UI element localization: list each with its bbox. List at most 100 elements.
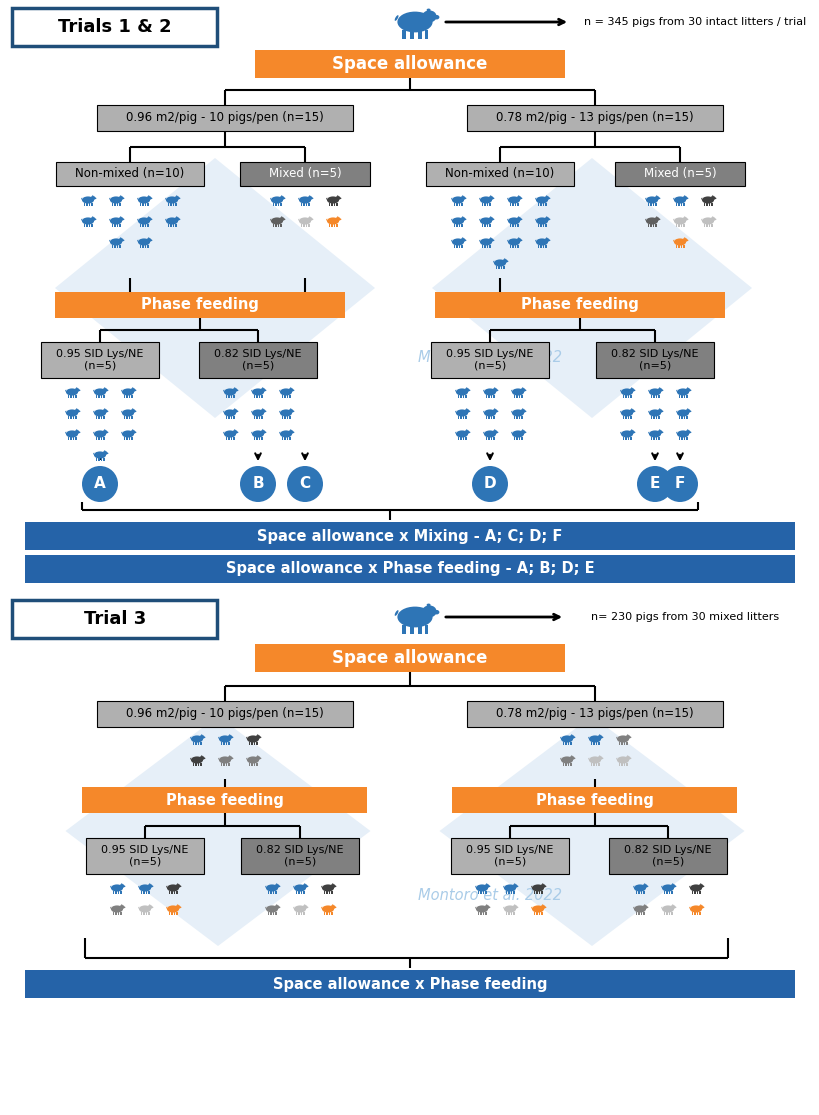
Bar xyxy=(96,395,97,398)
Ellipse shape xyxy=(464,430,468,434)
Ellipse shape xyxy=(265,905,278,912)
Ellipse shape xyxy=(278,410,280,413)
Ellipse shape xyxy=(426,603,430,607)
Text: Phase feeding: Phase feeding xyxy=(166,793,283,807)
Bar xyxy=(112,891,114,894)
Ellipse shape xyxy=(672,197,673,200)
Ellipse shape xyxy=(673,239,686,245)
Bar xyxy=(590,741,591,745)
Bar xyxy=(521,395,522,398)
Ellipse shape xyxy=(524,389,526,391)
Ellipse shape xyxy=(506,261,508,262)
Bar xyxy=(626,763,627,766)
Ellipse shape xyxy=(138,196,150,204)
Circle shape xyxy=(240,466,276,502)
Circle shape xyxy=(661,466,697,502)
Ellipse shape xyxy=(179,885,181,888)
Bar xyxy=(540,245,541,248)
Bar xyxy=(683,416,685,419)
Ellipse shape xyxy=(688,906,690,909)
Bar xyxy=(169,912,170,914)
Bar xyxy=(456,224,457,226)
Bar xyxy=(25,555,794,583)
Bar xyxy=(111,245,113,248)
Bar xyxy=(513,912,514,914)
Bar xyxy=(284,416,285,419)
Ellipse shape xyxy=(122,240,124,241)
Ellipse shape xyxy=(588,736,600,743)
Ellipse shape xyxy=(297,197,299,200)
Bar xyxy=(253,437,255,439)
Bar xyxy=(542,224,544,226)
Ellipse shape xyxy=(488,906,490,908)
Text: n= 230 pigs from 30 mixed litters: n= 230 pigs from 30 mixed litters xyxy=(590,612,778,622)
Ellipse shape xyxy=(66,409,78,417)
Ellipse shape xyxy=(460,237,465,242)
Ellipse shape xyxy=(685,409,690,414)
Bar xyxy=(114,245,115,248)
Bar xyxy=(129,437,130,439)
Ellipse shape xyxy=(422,10,436,22)
Bar xyxy=(512,224,513,226)
Bar xyxy=(653,437,654,439)
Ellipse shape xyxy=(482,389,484,391)
Bar xyxy=(434,292,724,318)
Bar xyxy=(303,912,304,914)
Bar xyxy=(117,224,118,226)
Ellipse shape xyxy=(165,219,166,221)
Ellipse shape xyxy=(339,197,341,200)
Bar xyxy=(456,203,457,206)
Ellipse shape xyxy=(455,409,468,417)
Bar xyxy=(694,912,695,914)
Bar xyxy=(663,891,664,894)
Ellipse shape xyxy=(625,735,630,739)
Ellipse shape xyxy=(488,196,493,200)
Ellipse shape xyxy=(335,196,340,200)
Bar xyxy=(140,891,142,894)
Bar xyxy=(418,626,421,633)
Text: Space allowance x Phase feeding: Space allowance x Phase feeding xyxy=(273,977,546,991)
Ellipse shape xyxy=(66,388,78,396)
Bar xyxy=(298,912,299,914)
Ellipse shape xyxy=(174,196,179,200)
Ellipse shape xyxy=(492,388,497,392)
Bar xyxy=(280,224,281,226)
Bar xyxy=(682,245,684,248)
Ellipse shape xyxy=(130,388,135,392)
Bar xyxy=(593,763,594,766)
Bar xyxy=(147,224,148,226)
Bar xyxy=(517,245,518,248)
Ellipse shape xyxy=(492,430,497,434)
Ellipse shape xyxy=(102,430,107,434)
Bar xyxy=(25,522,794,550)
Ellipse shape xyxy=(251,388,264,396)
Bar xyxy=(223,763,224,766)
Ellipse shape xyxy=(648,388,660,396)
Ellipse shape xyxy=(495,389,498,391)
Bar xyxy=(488,437,489,439)
Bar xyxy=(510,891,512,894)
Ellipse shape xyxy=(94,219,97,220)
Bar xyxy=(248,741,250,745)
Bar xyxy=(456,245,457,248)
Bar xyxy=(255,644,564,672)
Bar xyxy=(647,203,648,206)
Ellipse shape xyxy=(311,219,313,220)
Text: 0.82 SID Lys/NE
(n=5): 0.82 SID Lys/NE (n=5) xyxy=(623,845,711,866)
Bar xyxy=(328,912,330,914)
Ellipse shape xyxy=(81,219,82,221)
Bar xyxy=(275,891,276,894)
Ellipse shape xyxy=(138,884,151,892)
Ellipse shape xyxy=(532,884,543,892)
Ellipse shape xyxy=(334,885,336,888)
Ellipse shape xyxy=(492,240,494,241)
Bar xyxy=(273,891,274,894)
Ellipse shape xyxy=(676,430,688,437)
Bar xyxy=(115,891,116,894)
Bar xyxy=(308,224,309,226)
Bar xyxy=(678,437,679,439)
Ellipse shape xyxy=(615,758,617,759)
Bar xyxy=(287,395,288,398)
Ellipse shape xyxy=(686,240,687,241)
Ellipse shape xyxy=(292,432,294,433)
